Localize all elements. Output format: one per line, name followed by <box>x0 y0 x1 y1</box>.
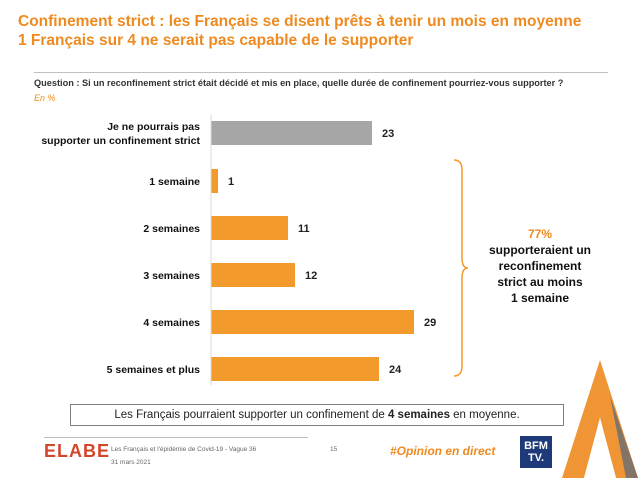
category-label-1-line-2: supporter un confinement strict <box>41 135 200 147</box>
title-line-2: 1 Français sur 4 ne serait pas capable d… <box>18 32 414 49</box>
bar-5 <box>211 310 414 334</box>
callout-line-3: strict au moins <box>497 275 583 289</box>
bar-6 <box>211 357 379 381</box>
data-label-1: 23 <box>382 128 394 140</box>
bfm-logo-line-2: TV. <box>527 452 545 464</box>
category-label-1-line-1: Je ne pourrais pas <box>107 121 200 133</box>
callout-percent: 77% <box>527 227 553 241</box>
bfm-logo-line-1: BFM <box>524 440 548 452</box>
bar-chart: 23 Je ne pourrais pas supporter un confine… <box>41 115 436 385</box>
category-label-4: 3 semaines <box>143 270 200 282</box>
summary-text-before: Les Français pourraient supporter un con… <box>114 409 388 421</box>
bar-2 <box>211 169 218 193</box>
category-label-6: 5 semaines et plus <box>107 364 201 376</box>
footer-source: Les Français et l'épidémie de Covid-19 -… <box>111 446 257 453</box>
elabe-logo: ELABE <box>44 441 111 461</box>
bfmtv-logo: BFM TV. <box>520 436 552 468</box>
summary-text-bold: 4 semaines <box>387 409 450 421</box>
page-number: 15 <box>330 446 338 453</box>
title-line-1: Confinement strict : les Français se dis… <box>18 13 582 30</box>
category-label-5: 4 semaines <box>143 317 200 329</box>
data-label-5: 29 <box>424 317 436 329</box>
footer-divider <box>44 437 308 438</box>
callout-box: 77% supporteraient un reconfinement stri… <box>488 226 592 306</box>
data-label-2: 1 <box>228 176 234 188</box>
bar-3 <box>211 216 288 240</box>
footer-date: 31 mars 2021 <box>111 459 151 466</box>
summary-text-after: en moyenne. <box>449 409 520 421</box>
hashtag: #Opinion en direct <box>390 444 496 458</box>
page-title: Confinement strict : les Français se dis… <box>18 12 618 50</box>
summary-box: Les Français pourraient supporter un con… <box>70 404 564 426</box>
unit-note: En % <box>34 93 56 103</box>
decorative-triangle-logo <box>562 360 638 478</box>
category-label-2: 1 semaine <box>149 176 200 188</box>
title-divider <box>34 72 608 73</box>
callout-line-2: reconfinement <box>498 259 582 273</box>
bar-1 <box>211 121 372 145</box>
survey-question: Question : Si un reconfinement strict ét… <box>34 78 564 88</box>
callout-line-1: supporteraient un <box>488 243 591 257</box>
data-label-3: 11 <box>298 223 310 235</box>
bar-4 <box>211 263 295 287</box>
data-label-6: 24 <box>389 364 402 376</box>
brace-bracket <box>453 159 469 377</box>
callout-line-4: 1 semaine <box>510 291 570 305</box>
data-label-4: 12 <box>305 270 317 282</box>
category-label-3: 2 semaines <box>143 223 200 235</box>
